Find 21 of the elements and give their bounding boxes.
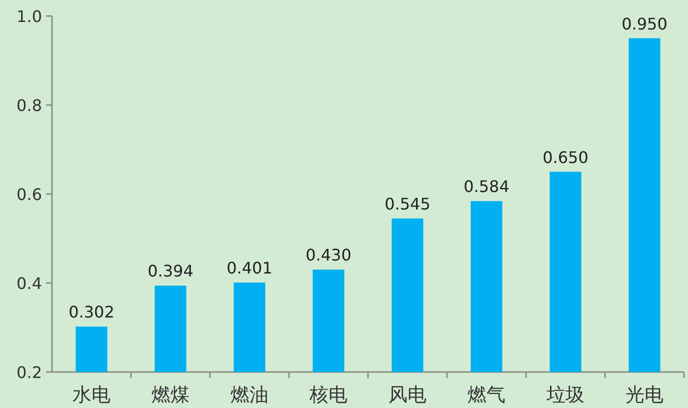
x-tick-label: 燃气 xyxy=(468,384,506,406)
data-label: 0.545 xyxy=(384,194,430,214)
x-tick-label: 光电 xyxy=(626,384,664,406)
data-label: 0.650 xyxy=(542,148,588,167)
x-tick-label: 燃油 xyxy=(230,384,268,406)
data-label: 0.950 xyxy=(622,14,668,34)
y-tick-label: 0.4 xyxy=(16,274,42,293)
x-tick-label: 水电 xyxy=(72,384,110,406)
x-tick-label: 风电 xyxy=(388,384,426,406)
x-tick-label: 核电 xyxy=(308,384,348,406)
data-label: 0.394 xyxy=(148,262,194,281)
data-label: 0.584 xyxy=(464,177,510,196)
data-label: 0.302 xyxy=(68,302,114,322)
data-label: 0.430 xyxy=(306,246,352,265)
data-label: 0.401 xyxy=(226,258,272,278)
y-tick-label: 0.8 xyxy=(16,96,42,115)
x-tick-label: 燃煤 xyxy=(152,384,190,406)
y-tick-label: 1.0 xyxy=(16,7,42,26)
x-tick-label: 垃圾 xyxy=(546,384,584,406)
y-tick-label: 0.6 xyxy=(16,185,42,204)
y-tick-label: 0.2 xyxy=(16,363,42,382)
